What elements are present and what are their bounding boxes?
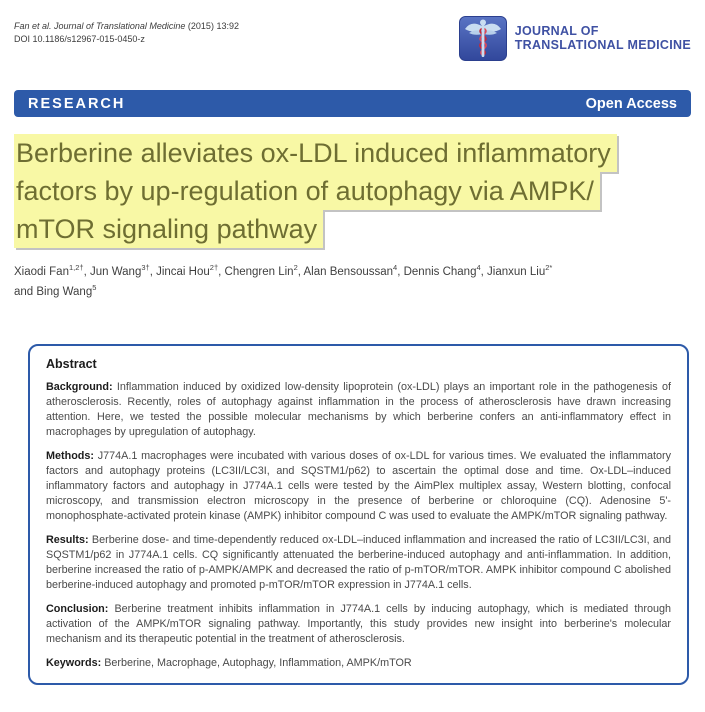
keywords-text: Berberine, Macrophage, Autophagy, Inflam… <box>101 656 412 669</box>
citation-rest: (2015) 13:92 <box>185 21 239 31</box>
article-title: Berberine alleviates ox-LDL induced infl… <box>14 134 691 248</box>
author-name: Jun Wang <box>89 265 142 278</box>
abstract-keywords: Keywords: Berberine, Macrophage, Autopha… <box>46 656 671 671</box>
background-label: Background: <box>46 380 113 393</box>
author-separator: , <box>397 265 404 278</box>
author-affiliation-sup: 3† <box>141 263 150 272</box>
article-type-label: RESEARCH <box>28 95 126 112</box>
author-separator: , <box>149 265 157 278</box>
journal-name: JOURNAL OF TRANSLATIONAL MEDICINE <box>515 16 691 52</box>
author-name: Jincai Hou <box>156 265 210 278</box>
title-line-3: mTOR signaling pathway <box>14 210 324 248</box>
journal-name-line1: JOURNAL OF <box>514 24 599 38</box>
methods-label: Methods: <box>46 449 94 462</box>
author-affiliation-sup: 5 <box>92 282 97 292</box>
author-separator: , <box>83 265 90 278</box>
conclusion-text: Berberine treatment inhibits inflammatio… <box>46 602 671 645</box>
abstract-background: Background: Inflammation induced by oxid… <box>46 380 671 440</box>
abstract-box: Abstract Background: Inflammation induce… <box>28 343 689 685</box>
abstract-results: Results: Berberine dose- and time-depend… <box>46 533 671 593</box>
open-access-label: Open Access <box>585 95 677 112</box>
abstract-methods: Methods: J774A.1 macrophages were incuba… <box>46 449 671 524</box>
author-name: Alan Bensoussan <box>303 265 394 278</box>
abstract-heading: Abstract <box>46 356 97 371</box>
keywords-label: Keywords: <box>46 656 102 669</box>
methods-text: J774A.1 macrophages were incubated with … <box>46 449 671 522</box>
title-line-2: factors by up-regulation of autophagy vi… <box>14 172 600 210</box>
author-separator: , <box>480 265 488 278</box>
article-first-page: Fan et al. Journal of Translational Medi… <box>14 14 691 685</box>
author-name: Jianxun Liu <box>487 265 546 278</box>
author-list: Xiaodi Fan1,2†, Jun Wang3†, Jincai Hou2†… <box>14 260 691 300</box>
abstract-conclusion: Conclusion: Berberine treatment inhibits… <box>46 602 671 647</box>
author-affiliation-sup: 1,2† <box>68 263 84 272</box>
author-separator: , <box>218 265 225 278</box>
page-header: Fan et al. Journal of Translational Medi… <box>14 14 691 78</box>
background-text: Inflammation induced by oxidized low-den… <box>46 380 671 438</box>
results-text: Berberine dose- and time-dependently red… <box>46 533 671 591</box>
caduceus-icon <box>458 16 507 61</box>
author-affiliation-sup: 4 <box>476 263 481 272</box>
author-name: Dennis Chang <box>403 265 477 278</box>
author-affiliation-sup: 2 <box>293 263 298 272</box>
citation-line: Fan et al. Journal of Translational Medi… <box>14 20 239 33</box>
author-affiliation-sup: 2† <box>209 263 219 272</box>
title-line-1: Berberine alleviates ox-LDL induced infl… <box>14 134 617 172</box>
author-name: Chengren Lin <box>224 265 294 278</box>
author-separator: , <box>297 265 304 278</box>
author-conjunction: and <box>14 285 37 298</box>
results-label: Results: <box>46 533 89 546</box>
author-name: Xiaodi Fan <box>14 265 69 278</box>
journal-logo: JOURNAL OF TRANSLATIONAL MEDICINE <box>458 14 691 61</box>
citation-italic: Fan et al. Journal of Translational Medi… <box>14 21 186 31</box>
citation-block: Fan et al. Journal of Translational Medi… <box>14 14 239 46</box>
author-affiliation-sup: 2* <box>545 263 553 272</box>
author-affiliation-sup: 4 <box>393 263 398 272</box>
conclusion-label: Conclusion: <box>46 602 109 615</box>
doi-line: DOI 10.1186/s12967-015-0450-z <box>14 34 145 44</box>
journal-name-line2: TRANSLATIONAL MEDICINE <box>514 38 691 52</box>
author-name: Bing Wang <box>36 285 93 298</box>
article-type-banner: RESEARCH Open Access <box>14 90 691 117</box>
